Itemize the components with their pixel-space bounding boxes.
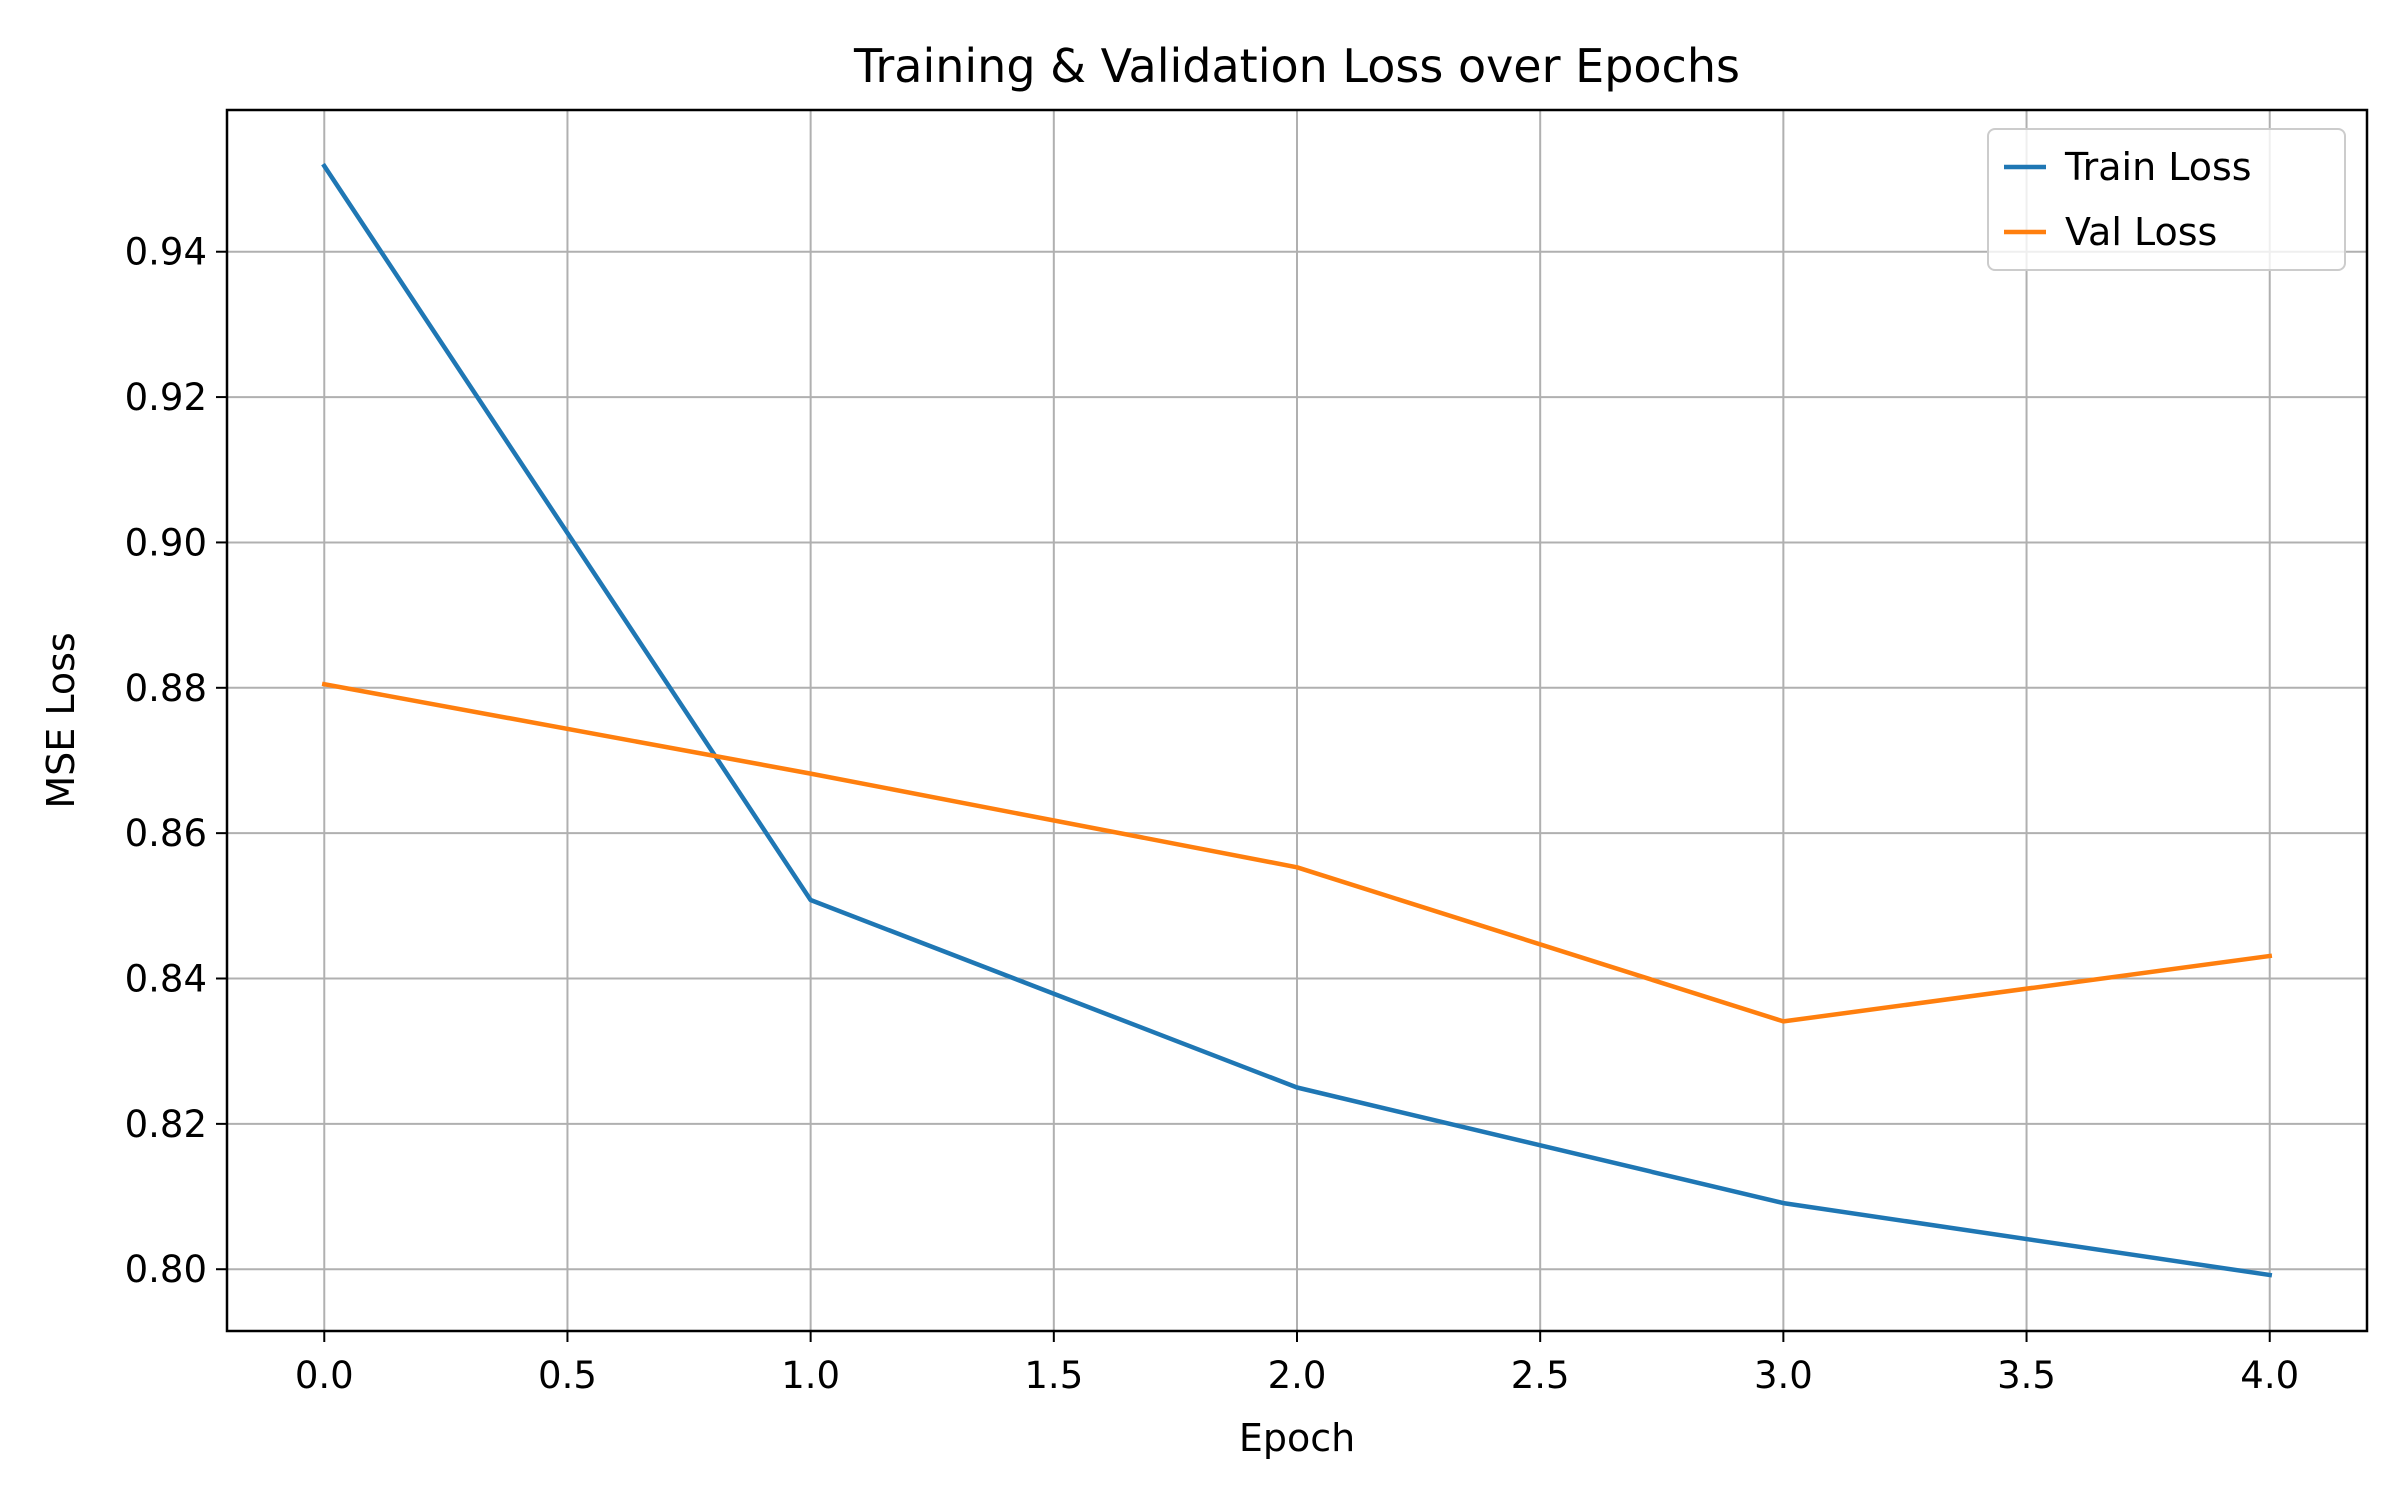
x-tick-label: 3.0 [1754, 1354, 1813, 1397]
x-tick-label: 4.0 [2240, 1354, 2299, 1397]
y-tick-label: 0.88 [125, 667, 207, 710]
axis-ticks: 0.0 0.5 1.0 1.5 2.0 2.5 3.0 3.5 4.0 0.80 0.82 0.84 0… [125, 231, 2300, 1397]
grid-lines [227, 110, 2367, 1331]
series-line-train-loss [321, 162, 2273, 1278]
legend-label: Val Loss [2065, 210, 2217, 254]
legend-label: Train Loss [2064, 145, 2252, 189]
series-line-val-loss [321, 681, 2273, 1024]
y-tick-label: 0.94 [125, 231, 207, 274]
legend-box [1987, 128, 2346, 271]
x-tick-label: 1.0 [781, 1354, 840, 1397]
x-tick-label: 3.5 [1997, 1354, 2056, 1397]
y-tick-label: 0.90 [125, 521, 207, 564]
x-tick-label: 0.5 [538, 1354, 597, 1397]
y-tick-label: 0.86 [125, 812, 207, 855]
x-axis-label: Epoch [1239, 1416, 1355, 1460]
chart-title: Training & Validation Loss over Epochs [853, 39, 1740, 93]
y-tick-label: 0.80 [125, 1248, 207, 1291]
x-tick-label: 1.5 [1024, 1354, 1083, 1397]
y-tick-label: 0.82 [125, 1103, 207, 1146]
x-tick-label: 2.5 [1511, 1354, 1570, 1397]
x-tick-label: 2.0 [1268, 1354, 1327, 1397]
y-tick-label: 0.92 [125, 376, 207, 419]
y-axis-label: MSE Loss [39, 632, 83, 808]
x-tick-label: 0.0 [295, 1354, 354, 1397]
series-layer [321, 162, 2273, 1278]
legend: Train Loss Val Loss [1987, 128, 2346, 271]
y-tick-label: 0.84 [125, 958, 207, 1001]
